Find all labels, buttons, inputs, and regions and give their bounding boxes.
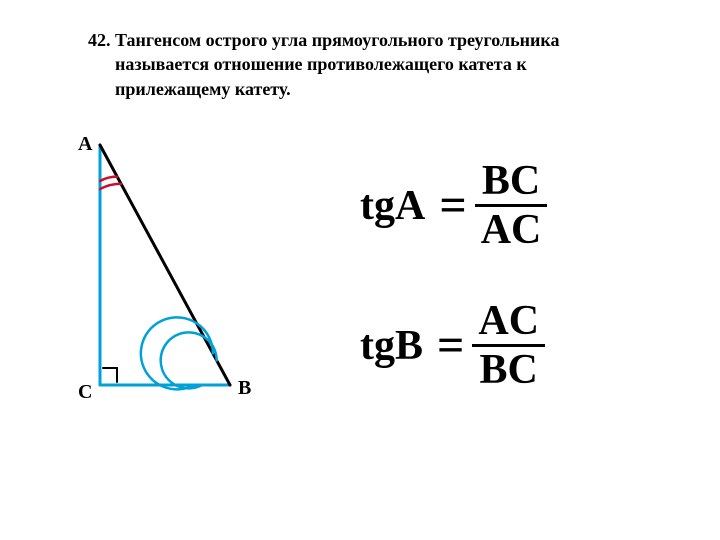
denominator: BC — [474, 347, 544, 391]
formula-lhs: tgB — [360, 322, 423, 370]
title-line2: называется отношение противолежащего кат… — [115, 54, 527, 74]
formula-tgA: tgA = BC AC — [360, 160, 547, 251]
numerator: BC — [476, 160, 546, 204]
denominator: AC — [475, 207, 548, 251]
vertex-label-c: C — [78, 381, 92, 404]
numerator: AC — [472, 300, 545, 344]
formula-lhs: tgA — [360, 182, 425, 230]
fraction: AC BC — [472, 300, 545, 391]
vertex-label-a: A — [78, 133, 92, 156]
title-line3: прилежащему катету. — [115, 79, 291, 99]
triangle-diagram — [50, 135, 290, 415]
formula-tgB: tgB = AC BC — [360, 300, 545, 391]
equals-sign: = — [437, 318, 464, 373]
title-number: 42. — [88, 30, 111, 50]
fraction: BC AC — [475, 160, 548, 251]
equals-sign: = — [439, 178, 466, 233]
title: 42. Тангенсом острого угла прямоугольног… — [88, 28, 648, 101]
vertex-label-b: B — [238, 377, 251, 400]
title-line1: Тангенсом острого угла прямоугольного тр… — [115, 30, 560, 50]
